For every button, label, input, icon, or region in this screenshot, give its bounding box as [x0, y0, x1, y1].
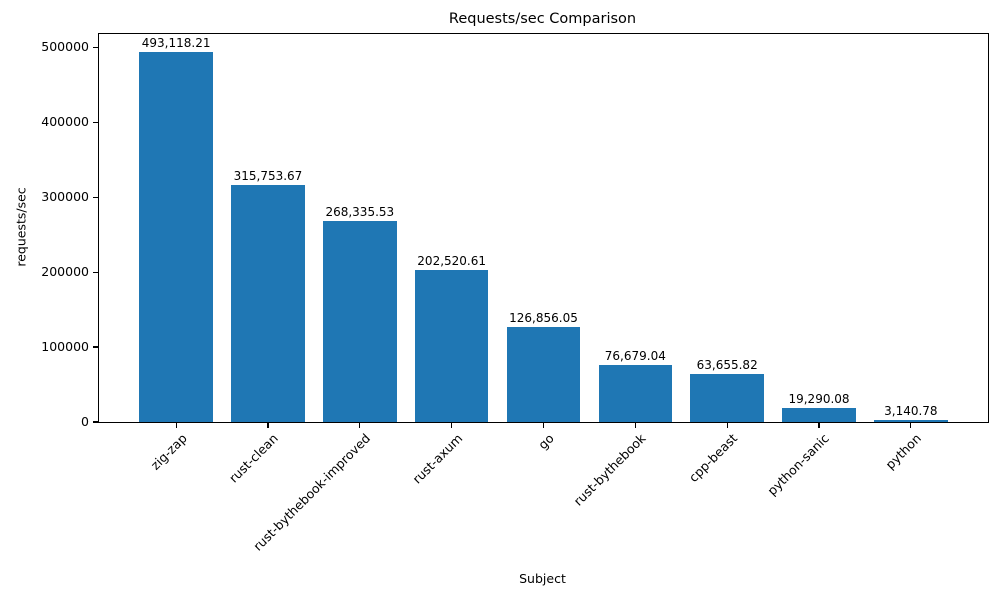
bar-value-label: 202,520.61 — [417, 254, 487, 269]
y-tick-label: 0 — [81, 414, 89, 429]
bar-cpp-beast — [690, 374, 764, 422]
bar-rust-clean — [231, 185, 305, 422]
bar-rust-bythebook-improved — [323, 220, 397, 422]
x-axis-label: Subject — [519, 571, 566, 586]
bar-python — [874, 419, 948, 422]
x-tick-label: rust-axum — [408, 430, 465, 487]
bar-value-label: 268,335.53 — [325, 204, 395, 219]
bar-python-sanic — [782, 407, 856, 422]
bar-value-label: 76,679.04 — [604, 348, 666, 363]
bar-rust-bythebook — [598, 364, 673, 422]
x-tick-mark — [359, 423, 361, 428]
x-tick-label: python-sanic — [764, 430, 833, 499]
x-tick-mark — [910, 423, 912, 428]
bar-value-label: 19,290.08 — [788, 391, 850, 406]
bar-value-label: 63,655.82 — [696, 358, 758, 373]
x-tick-label: go — [535, 430, 557, 453]
x-tick-label: rust-clean — [226, 430, 282, 486]
y-tick-label: 200000 — [41, 264, 89, 280]
x-tick-mark — [175, 423, 177, 428]
bar-rust-axum — [414, 270, 489, 422]
x-tick-label: cpp-beast — [685, 430, 741, 485]
x-tick-mark — [818, 423, 820, 428]
x-tick-label: rust-bythebook — [570, 430, 649, 509]
y-tick-mark — [93, 121, 98, 123]
y-tick-mark — [93, 346, 98, 348]
x-tick-mark — [634, 423, 636, 428]
bar-zig-zap — [139, 52, 213, 422]
x-tick-mark — [267, 423, 269, 428]
x-tick-label: python — [882, 430, 925, 473]
x-tick-label: zig-zap — [147, 430, 190, 473]
y-tick-label: 500000 — [41, 39, 89, 55]
y-tick-label: 300000 — [41, 189, 89, 205]
x-tick-mark — [542, 423, 545, 428]
y-tick-mark — [93, 196, 98, 198]
bar-go — [506, 326, 581, 422]
y-tick-mark — [93, 271, 98, 273]
y-tick-mark — [93, 421, 98, 423]
y-tick-label: 400000 — [41, 114, 89, 130]
bar-value-label: 493,118.21 — [141, 36, 211, 51]
plot-area: 0 100000 200000 300000 400000 500000 493,118.2… — [41, 33, 989, 554]
y-tick-label: 100000 — [41, 339, 89, 355]
y-tick-mark — [93, 46, 98, 48]
x-tick-mark — [451, 423, 453, 428]
bar-value-label: 126,856.05 — [509, 310, 578, 325]
chart-title: Requests/sec Comparison — [448, 11, 637, 27]
bar-value-label: 315,753.67 — [233, 169, 303, 184]
bar-value-label: 3,140.78 — [884, 403, 938, 418]
x-tick-mark — [726, 423, 728, 428]
